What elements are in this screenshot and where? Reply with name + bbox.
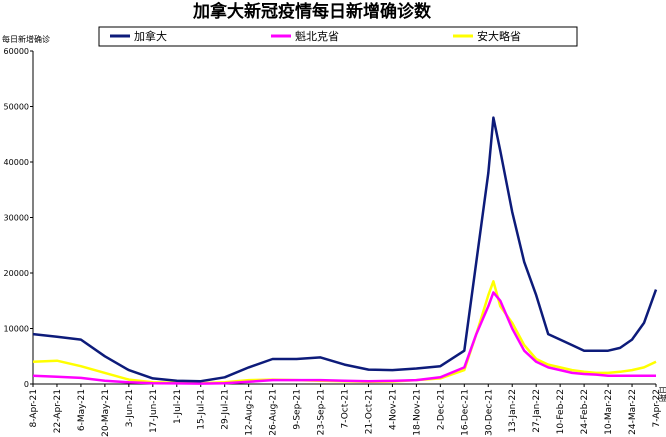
x-tick-label: 30-Dec-21 xyxy=(484,389,494,436)
chart-title: 加拿大新冠疫情每日新增确诊数 xyxy=(192,1,432,22)
x-tick-label: 24-Feb-22 xyxy=(580,389,590,434)
x-tick-label: 27-Jan-22 xyxy=(532,389,542,433)
x-tick-label: 23-Sep-21 xyxy=(317,389,327,435)
x-tick-label: 6-May-21 xyxy=(77,389,87,431)
y-tick-label: 60000 xyxy=(4,47,29,56)
x-tick-label: 17-Jun-21 xyxy=(149,389,159,433)
legend-label: 魁北克省 xyxy=(295,29,339,43)
series-line-1 xyxy=(32,291,656,385)
x-tick-label: 18-Nov-21 xyxy=(412,389,422,436)
x-tick-label: 13-Jan-22 xyxy=(508,389,518,433)
legend-box xyxy=(98,26,578,47)
x-tick-label: 9-Sep-21 xyxy=(293,389,303,430)
x-tick-label: 12-Aug-21 xyxy=(245,389,255,436)
x-tick-label: 15-Jul-21 xyxy=(197,389,207,430)
x-tick-label: 22-Apr-21 xyxy=(53,389,63,433)
x-tick-label: 2-Dec-21 xyxy=(436,389,446,430)
y-tick-label: 20000 xyxy=(4,269,29,278)
x-tick-label: 10-Mar-22 xyxy=(604,389,614,435)
x-tick-label: 29-Jul-21 xyxy=(221,389,231,430)
x-tick-label: 21-Oct-21 xyxy=(364,389,374,434)
x-tick-label: 7-Oct-21 xyxy=(341,389,351,429)
x-tick-label: 10-Feb-22 xyxy=(556,389,566,434)
y-tick-label: 50000 xyxy=(4,103,29,112)
legend-label: 安大略省 xyxy=(477,29,521,43)
series-layer xyxy=(32,116,658,385)
y-axis-label: 每日新增确诊 xyxy=(2,34,50,44)
y-tick-label: 30000 xyxy=(4,214,29,223)
x-tick-label: 26-Aug-21 xyxy=(269,389,279,436)
x-tick-label: 16-Dec-21 xyxy=(460,389,470,436)
legend-label: 加拿大 xyxy=(134,29,167,43)
x-tick-label: 20-May-21 xyxy=(101,389,111,437)
y-tick-label: 40000 xyxy=(4,158,29,167)
x-tick-label: 8-Apr-21 xyxy=(29,389,39,427)
x-tick-label: 24-Mar-22 xyxy=(628,389,638,435)
legend: 加拿大 魁北克省 安大略省 xyxy=(98,26,578,47)
x-tick-label: 3-Jun-21 xyxy=(125,389,135,427)
series-line-0 xyxy=(32,116,658,383)
x-axis-label: 日期 xyxy=(658,386,666,402)
x-tick-label: 1-Jul-21 xyxy=(173,389,183,424)
y-tick-label: 0 xyxy=(24,380,29,389)
x-tick-label: 7-Apr-22 xyxy=(652,389,662,427)
y-tick-label: 10000 xyxy=(4,325,29,334)
x-tick-label: 4-Nov-21 xyxy=(388,389,398,430)
axes: 0 10000 20000 30000 40000 50000 60000 8-Apr-21 2… xyxy=(4,47,662,437)
